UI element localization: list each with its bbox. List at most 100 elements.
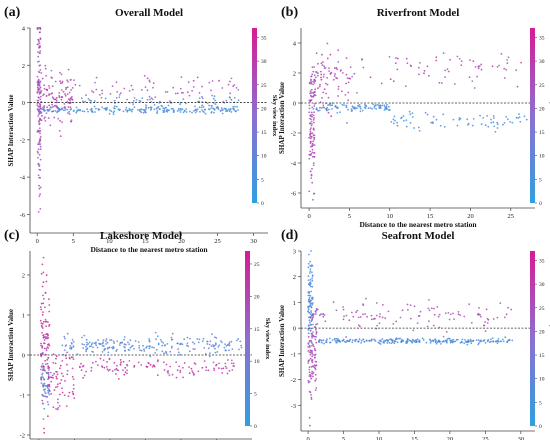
data-point: [71, 390, 74, 393]
data-point: [63, 349, 66, 351]
data-point: [464, 339, 466, 341]
data-point: [491, 337, 494, 339]
data-point: [386, 339, 388, 341]
data-point: [163, 107, 166, 110]
data-point: [212, 344, 214, 346]
data-point: [314, 367, 317, 369]
data-point: [53, 116, 56, 119]
data-point: [312, 353, 314, 356]
data-point: [63, 335, 66, 338]
data-point: [60, 89, 63, 91]
data-point: [230, 359, 233, 362]
data-point: [456, 124, 459, 127]
data-point: [491, 65, 494, 68]
x-tick-label: 20: [447, 436, 454, 440]
x-tick-label: 30: [250, 238, 257, 245]
data-point: [393, 115, 396, 118]
data-point: [333, 75, 336, 77]
data-point: [317, 62, 319, 65]
data-point: [336, 340, 339, 342]
data-point: [442, 335, 445, 338]
data-point: [119, 342, 122, 345]
data-point: [523, 115, 526, 118]
data-point: [171, 332, 174, 335]
data-point: [232, 362, 235, 365]
data-point: [440, 82, 443, 84]
data-point: [309, 270, 312, 272]
data-point: [150, 106, 153, 109]
data-point: [52, 353, 55, 356]
data-point: [175, 376, 178, 379]
data-point: [157, 106, 160, 108]
data-point: [69, 99, 71, 102]
data-point: [322, 104, 325, 107]
data-point: [428, 74, 430, 77]
data-point: [314, 88, 317, 91]
colorbar-tick-label: 30: [261, 59, 267, 65]
data-point: [457, 311, 460, 313]
data-point: [315, 341, 318, 344]
data-point: [58, 92, 61, 94]
data-point: [396, 121, 398, 124]
data-point: [170, 347, 173, 349]
colorbar-tick-label: 15: [539, 353, 545, 359]
data-point: [323, 106, 325, 109]
data-point: [317, 87, 319, 90]
data-point: [204, 112, 207, 115]
colorbar-tick-label: 25: [539, 306, 545, 312]
data-point: [308, 297, 311, 299]
data-point: [185, 108, 188, 110]
data-point: [447, 312, 450, 314]
data-point: [328, 70, 330, 72]
colorbar-tick-label: 10: [539, 377, 545, 383]
x-tick-label: 0: [306, 436, 309, 440]
data-point: [157, 342, 160, 345]
data-point: [379, 105, 382, 107]
data-point: [394, 62, 397, 65]
y-tick-label: -1: [291, 351, 296, 358]
data-point: [67, 80, 69, 83]
data-point: [123, 343, 126, 346]
y-tick-label: 1: [293, 300, 296, 307]
data-point: [51, 103, 53, 106]
data-point: [147, 361, 150, 364]
data-point: [55, 355, 58, 358]
data-point: [43, 93, 45, 96]
data-point: [312, 343, 315, 346]
data-point: [68, 102, 71, 105]
data-point: [106, 341, 109, 344]
data-point: [163, 111, 166, 113]
data-point: [45, 320, 48, 323]
data-point: [218, 344, 221, 347]
data-point: [322, 315, 325, 318]
data-point: [387, 105, 390, 108]
data-point: [39, 103, 42, 106]
data-point: [140, 364, 143, 366]
data-point: [217, 106, 220, 109]
data-point: [36, 150, 39, 153]
data-point: [226, 110, 229, 112]
data-point: [178, 365, 181, 368]
data-point: [307, 381, 310, 384]
data-point: [62, 375, 65, 377]
data-point: [39, 31, 41, 33]
data-point: [474, 66, 477, 68]
data-point: [127, 341, 129, 344]
data-point: [321, 53, 323, 56]
data-point: [57, 401, 59, 404]
data-point: [204, 353, 207, 355]
data-point: [387, 310, 390, 313]
data-point: [378, 104, 380, 107]
data-point: [105, 343, 107, 345]
data-point: [207, 369, 210, 372]
data-point: [190, 367, 193, 370]
data-point: [40, 308, 43, 311]
x-tick-label: 10: [106, 238, 113, 245]
data-point: [229, 108, 232, 110]
data-point: [142, 111, 145, 114]
data-point: [38, 164, 41, 167]
data-point: [65, 86, 67, 89]
data-point: [406, 62, 409, 65]
data-point: [311, 106, 314, 109]
